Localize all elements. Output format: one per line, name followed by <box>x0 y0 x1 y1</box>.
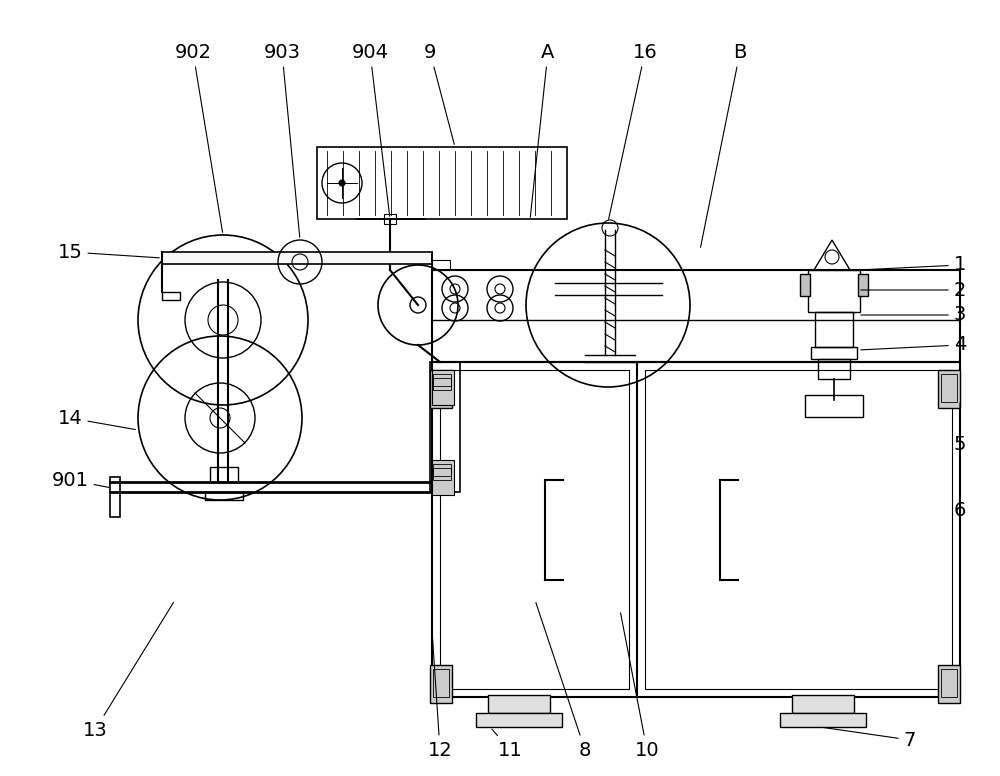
Bar <box>811 347 857 359</box>
Bar <box>433 374 449 402</box>
Text: 16: 16 <box>609 43 657 220</box>
Bar <box>808 270 860 312</box>
Text: 904: 904 <box>352 43 390 217</box>
Bar <box>818 359 850 379</box>
Bar <box>938 665 960 703</box>
Bar <box>432 460 454 495</box>
Text: 3: 3 <box>861 306 966 324</box>
Bar <box>433 374 451 386</box>
Circle shape <box>339 180 345 186</box>
Text: B: B <box>701 43 747 248</box>
Text: 4: 4 <box>861 335 966 355</box>
Text: 5: 5 <box>954 403 966 455</box>
Bar <box>430 362 460 492</box>
Text: 7: 7 <box>823 727 916 750</box>
Bar <box>476 713 562 727</box>
Bar <box>430 370 452 408</box>
Bar <box>162 292 180 300</box>
Text: 8: 8 <box>536 603 591 760</box>
Bar <box>432 270 960 362</box>
Bar <box>432 362 960 697</box>
Bar <box>432 260 450 270</box>
Text: 11: 11 <box>492 729 522 760</box>
Bar <box>858 274 868 296</box>
Text: 12: 12 <box>428 632 452 760</box>
Bar <box>815 312 853 347</box>
Bar <box>941 374 957 402</box>
Bar <box>645 370 952 689</box>
Bar <box>792 695 854 713</box>
Text: 10: 10 <box>621 613 659 760</box>
Bar <box>800 274 810 296</box>
Bar <box>432 370 454 405</box>
Bar <box>805 395 863 417</box>
Text: 2: 2 <box>861 280 966 300</box>
Text: 6: 6 <box>954 483 966 519</box>
Bar <box>941 669 957 697</box>
Text: 1: 1 <box>861 255 966 275</box>
Bar <box>780 713 866 727</box>
Text: A: A <box>530 43 555 217</box>
Bar <box>433 464 451 476</box>
Bar <box>430 665 452 703</box>
Text: 9: 9 <box>424 43 454 144</box>
Bar <box>433 378 451 390</box>
Bar <box>162 252 432 264</box>
Bar <box>433 669 449 697</box>
Text: 903: 903 <box>264 43 300 237</box>
Bar <box>938 370 960 408</box>
Text: 14: 14 <box>58 408 135 430</box>
Bar <box>210 467 238 482</box>
Bar <box>110 477 120 517</box>
Text: 13: 13 <box>83 602 174 740</box>
Bar <box>488 695 550 713</box>
Text: 901: 901 <box>52 470 109 490</box>
Text: 902: 902 <box>175 43 223 232</box>
Bar <box>433 468 451 480</box>
Bar <box>440 370 629 689</box>
Bar <box>205 492 243 500</box>
Text: 15: 15 <box>58 242 159 262</box>
Bar <box>384 214 396 224</box>
Bar <box>317 147 567 219</box>
